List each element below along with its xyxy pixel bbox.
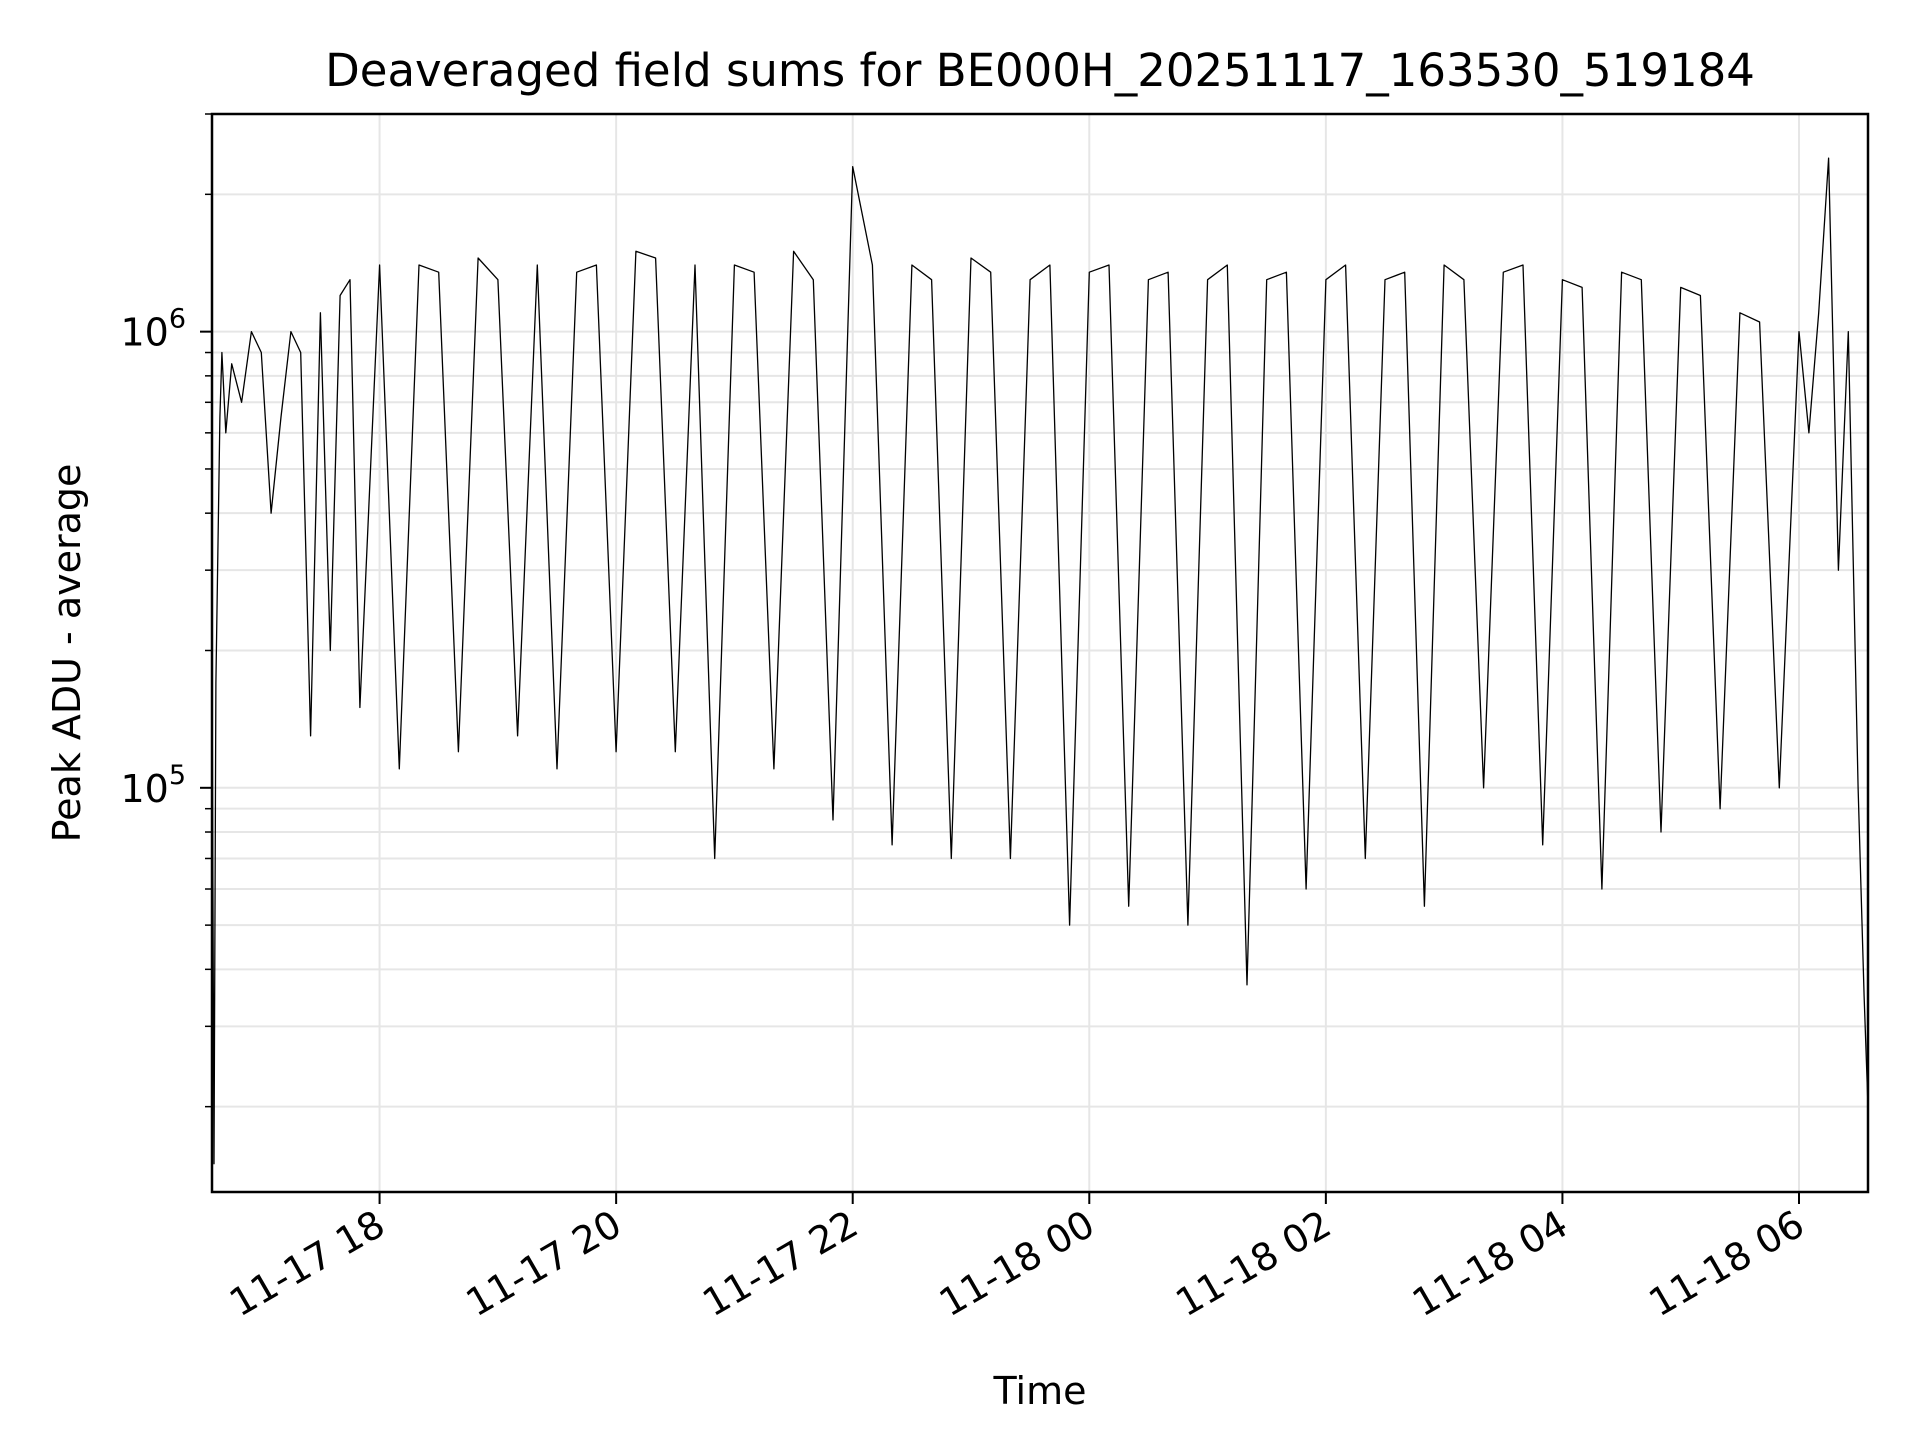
plot-frame	[210, 112, 1870, 1194]
y-axis-ticks: 105 106	[120, 113, 212, 1108]
series-layer	[211, 157, 1869, 1165]
y-axis-label: Peak ADU - average	[45, 464, 89, 843]
data-series-line	[211, 157, 1869, 1165]
y-tick-label: 106	[120, 304, 186, 355]
chart-title: Deaveraged field sums for BE000H_2025111…	[325, 44, 1755, 97]
y-tick-label: 105	[120, 760, 186, 811]
x-axis-label: Time	[993, 1369, 1087, 1413]
plot-area	[212, 114, 1868, 1192]
